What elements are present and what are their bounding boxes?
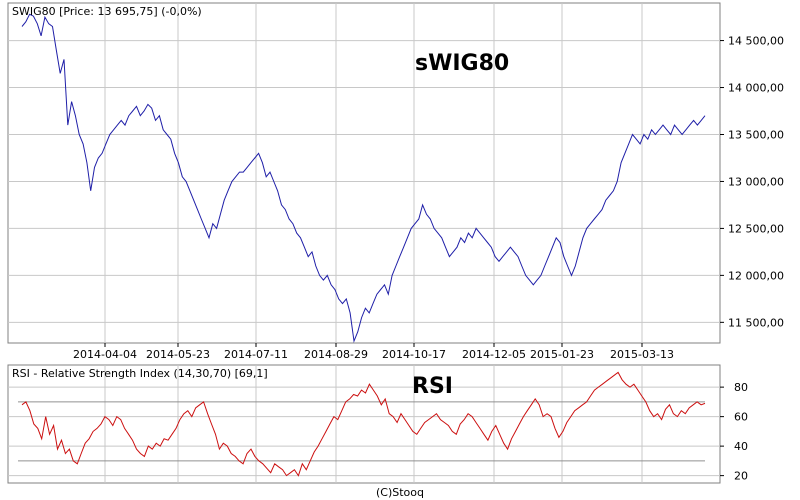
rsi-panel: 80 60 40 20 RSI - Relative Strength Index (… [7, 364, 748, 484]
price-grid [8, 3, 720, 343]
price-chart-title: sWIG80 [415, 51, 509, 76]
price-panel: 14 500,00 14 000,00 13 500,00 13 000,00 12 5… [7, 2, 784, 361]
price-x-tick-label: 2014-10-17 [382, 348, 446, 361]
price-x-axis: 2014-04-04 2014-05-23 2014-07-11 2014-08-29… [73, 343, 674, 361]
rsi-series-line [21, 371, 706, 477]
price-x-tick-label: 2014-08-29 [304, 348, 368, 361]
rsi-y-tick-label: 20 [734, 470, 748, 483]
price-y-tick-label: 14 000,00 [728, 82, 784, 95]
price-x-tick-label: 2015-01-23 [530, 348, 594, 361]
rsi-grid [8, 365, 720, 483]
price-y-tick-label: 13 500,00 [728, 128, 784, 141]
price-y-tick-label: 12 000,00 [728, 269, 784, 282]
price-y-tick-label: 11 500,00 [728, 316, 784, 329]
rsi-y-axis: 80 60 40 20 [720, 381, 748, 483]
price-panel-header: SWIG80 [Price: 13 695,75] (-0,0%) [12, 5, 202, 18]
price-x-tick-label: 2014-12-05 [462, 348, 526, 361]
price-series-line [21, 13, 706, 344]
rsi-panel-header: RSI - Relative Strength Index (14,30,70)… [12, 367, 268, 380]
price-x-tick-label: 2015-03-13 [610, 348, 674, 361]
rsi-y-tick-label: 80 [734, 381, 748, 394]
rsi-levels [18, 401, 705, 462]
price-x-tick-label: 2014-05-23 [146, 348, 210, 361]
rsi-y-tick-label: 40 [734, 440, 748, 453]
price-x-tick-label: 2014-04-04 [73, 348, 137, 361]
price-y-tick-label: 13 000,00 [728, 175, 784, 188]
price-x-tick-label: 2014-07-11 [224, 348, 288, 361]
price-y-axis: 14 500,00 14 000,00 13 500,00 13 000,00 12 5… [720, 35, 784, 329]
price-y-tick-label: 14 500,00 [728, 35, 784, 48]
rsi-chart-title: RSI [412, 374, 453, 399]
price-y-tick-label: 12 500,00 [728, 222, 784, 235]
rsi-y-tick-label: 60 [734, 411, 748, 424]
price-panel-frame [7, 2, 721, 344]
footer-credit: (C)Stooq [376, 486, 424, 499]
rsi-panel-frame [7, 364, 721, 484]
